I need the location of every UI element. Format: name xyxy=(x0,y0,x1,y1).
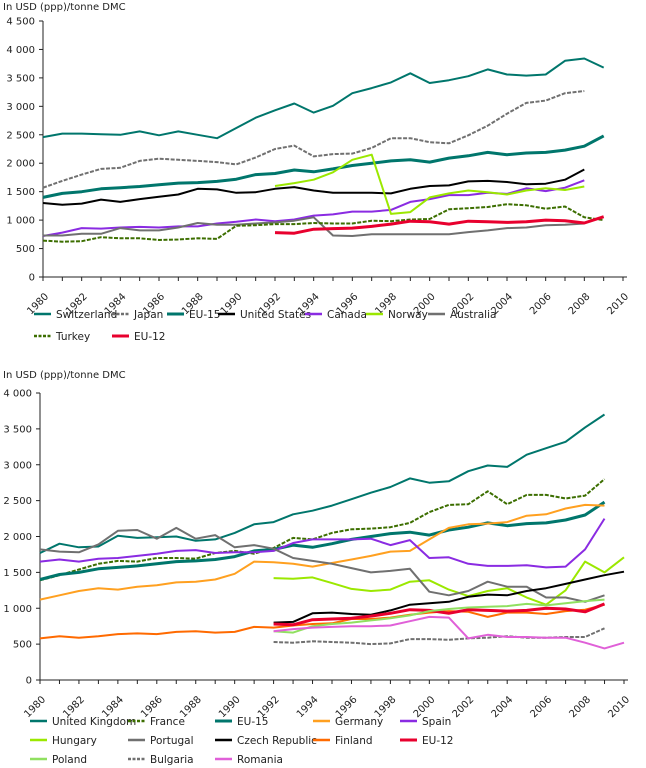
series-line-france xyxy=(39,478,606,582)
series-line-czech-republic xyxy=(273,570,625,624)
legend-label: Poland xyxy=(52,754,87,766)
legend-label: France xyxy=(150,716,185,728)
series-line-germany xyxy=(39,503,605,601)
series-line-bulgaria xyxy=(273,627,605,646)
series-line-portugal xyxy=(39,526,605,603)
legend-item: EU-15 xyxy=(167,309,220,321)
x-tick-label: 1994 xyxy=(295,694,321,720)
legend-label: Czech Republic xyxy=(237,735,317,747)
legend-item: Hungary xyxy=(30,735,97,747)
legend-item: EU-12 xyxy=(112,331,165,343)
y-tick-label: 4 000 xyxy=(6,45,35,56)
series-line-hungary xyxy=(273,556,625,606)
legend-item: Czech Republic xyxy=(215,735,317,747)
x-tick-label: 2004 xyxy=(490,694,516,720)
x-tick-label: 2008 xyxy=(567,694,593,720)
legend-label: Switzerland xyxy=(56,309,117,321)
legend-label: Finland xyxy=(335,735,373,747)
y-tick-label: 1 000 xyxy=(3,604,32,615)
x-tick-label: 2010 xyxy=(606,694,632,720)
chart-1: In USD (ppp)/tonne DMC 0 500 1 000 1 500 2 00… xyxy=(3,2,631,343)
legend-item: Australia xyxy=(428,309,496,321)
series-line-poland xyxy=(273,598,605,634)
y-tick-label: 4 500 xyxy=(6,17,35,28)
legend-label: EU-15 xyxy=(237,716,268,728)
x-tick-label: 2008 xyxy=(567,291,593,317)
legend-item: United Kingdom xyxy=(30,716,136,728)
y-tick-label: 500 xyxy=(13,640,32,651)
series-line-japan xyxy=(42,90,585,189)
y-tick-label: 1 500 xyxy=(3,568,32,579)
y-tick-label: 3 000 xyxy=(3,460,32,471)
legend-label: EU-12 xyxy=(134,331,165,343)
legend-item: Romania xyxy=(215,754,283,766)
y-tick-label: 0 xyxy=(29,273,35,284)
chart-2: In USD (ppp)/tonne DMC 0 500 1 000 1 500 2 00… xyxy=(3,370,632,766)
legend-label: Canada xyxy=(327,309,367,321)
y-tick-label: 1 000 xyxy=(6,216,35,227)
legend-item: France xyxy=(128,716,185,728)
series-line-united-kingdom xyxy=(39,413,606,554)
legend-label: Romania xyxy=(237,754,283,766)
legend-item: Canada xyxy=(305,309,367,321)
series-line-eu-15 xyxy=(39,500,606,581)
legend-item: Switzerland xyxy=(34,309,117,321)
y-tick-label: 2 500 xyxy=(6,130,35,141)
x-tick-label: 2006 xyxy=(528,291,554,317)
x-tick-label: 2002 xyxy=(451,694,477,720)
series-line-romania xyxy=(273,615,625,650)
x-tick-label: 1980 xyxy=(22,694,48,720)
legend-item: Bulgaria xyxy=(128,754,194,766)
y-tick-label: 3 500 xyxy=(6,73,35,84)
legend-item: Spain xyxy=(400,716,451,728)
legend-label: Portugal xyxy=(150,735,194,747)
legend-item: EU-15 xyxy=(215,716,268,728)
series-line-eu-15 xyxy=(42,134,605,199)
series-line-united-states xyxy=(42,168,585,206)
legend-item: Norway xyxy=(366,309,428,321)
y-tick-label: 2 000 xyxy=(3,532,32,543)
y-tick-label: 500 xyxy=(16,244,35,255)
legend-label: Germany xyxy=(335,716,383,728)
legend-item: Japan xyxy=(112,309,163,321)
y-tick-label: 4 000 xyxy=(3,389,32,400)
legend-item: Finland xyxy=(313,735,373,747)
y-tick-label: 1 500 xyxy=(6,187,35,198)
series-line-eu-12 xyxy=(274,215,605,235)
legend-label: United States xyxy=(240,309,311,321)
series-line-finland xyxy=(39,603,605,640)
legend-label: Norway xyxy=(388,309,428,321)
legend-item: Portugal xyxy=(128,735,194,747)
legend-label: Spain xyxy=(422,716,451,728)
series-line-australia xyxy=(43,216,585,237)
x-tick-label: 2010 xyxy=(605,291,631,317)
legend-item: United States xyxy=(218,309,311,321)
legend-label: EU-15 xyxy=(189,309,220,321)
legend-item: Turkey xyxy=(34,331,90,343)
y-tick-label: 2 000 xyxy=(6,159,35,170)
y-tick-label: 0 xyxy=(26,676,32,687)
y-axis-unit-label: In USD (ppp)/tonne DMC xyxy=(3,370,126,381)
legend-label: Bulgaria xyxy=(150,754,194,766)
legend-label: Hungary xyxy=(52,735,97,747)
y-tick-label: 3 500 xyxy=(3,424,32,435)
series-line-norway xyxy=(274,153,585,215)
legend-label: EU-12 xyxy=(422,735,453,747)
legend-label: Japan xyxy=(133,309,163,321)
legend-item: EU-12 xyxy=(400,735,453,747)
y-tick-label: 2 500 xyxy=(3,496,32,507)
legend-item: Poland xyxy=(30,754,87,766)
series-line-spain xyxy=(39,518,606,569)
legend-item: Germany xyxy=(313,716,383,728)
series-line-switzerland xyxy=(42,57,605,140)
series-line-eu-12 xyxy=(273,602,606,627)
y-axis-unit-label: In USD (ppp)/tonne DMC xyxy=(3,2,126,13)
x-tick-label: 2006 xyxy=(528,694,554,720)
legend-label: Australia xyxy=(450,309,496,321)
legend-label: United Kingdom xyxy=(52,716,136,728)
y-tick-label: 3 000 xyxy=(6,102,35,113)
legend-label: Turkey xyxy=(55,331,90,343)
series-line-turkey xyxy=(42,203,604,243)
